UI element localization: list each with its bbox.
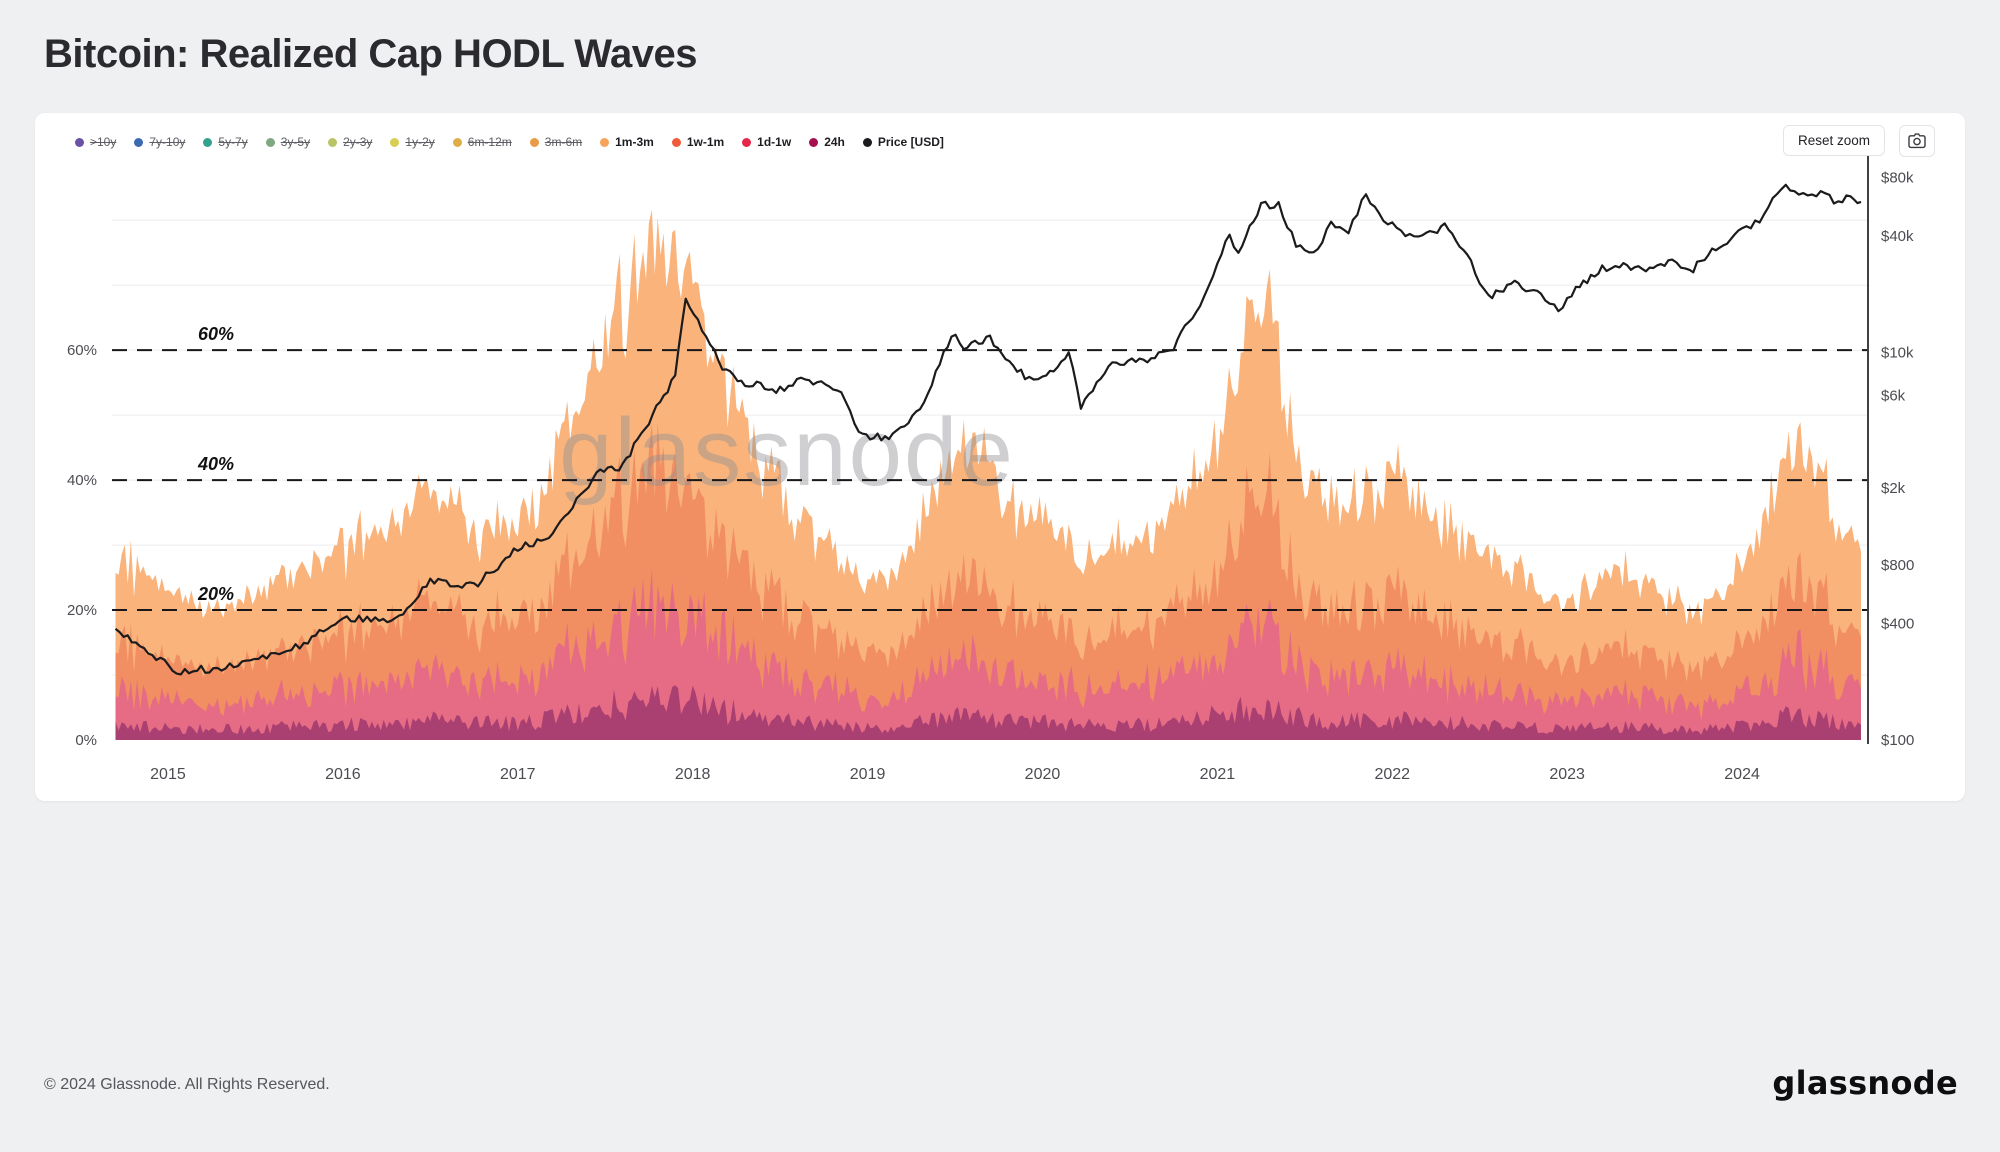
legend-dot-icon: [75, 137, 84, 147]
legend-item-24h[interactable]: 24h: [809, 135, 845, 149]
right-axis-tick: $6k: [1881, 388, 1906, 405]
legend-dot-icon: [203, 137, 213, 147]
legend-item-1m-3m[interactable]: 1m-3m: [600, 135, 654, 149]
legend-dot-icon: [134, 137, 144, 147]
legend-dot-icon: [742, 137, 752, 147]
legend-item-3y-5y[interactable]: 3y-5y: [265, 135, 311, 149]
threshold-lines: 20% 40% 60%: [112, 324, 1868, 612]
left-axis-tick: 20%: [67, 602, 97, 619]
right-axis-tick: $10k: [1881, 345, 1914, 362]
legend: >10y 7y-10y 5y-7y 3y-5y 2y-3y 1y-2y 6m-12m 3m-6…: [75, 129, 944, 155]
glassnode-watermark: glassnode: [559, 399, 1015, 506]
chart-canvas[interactable]: glassnode 20% 40% 60% 0% 20% 40% 60% $100 $400 $80…: [35, 113, 1965, 801]
right-axis-tick: $100: [1881, 732, 1914, 749]
chart-card: >10y 7y-10y 5y-7y 3y-5y 2y-3y 1y-2y 6m-12m 3m-6…: [35, 113, 1965, 801]
x-axis-tick: 2015: [150, 766, 186, 783]
area-24h: [115, 685, 1861, 740]
right-axis-tick: $800: [1881, 557, 1914, 574]
stacked-areas: [115, 209, 1861, 740]
x-axis-tick: 2021: [1200, 766, 1236, 783]
legend-label: 1d-1w: [757, 135, 792, 149]
x-axis-tick: 2018: [675, 766, 711, 783]
right-axis-tick: $2k: [1881, 480, 1906, 497]
legend-item-5y-7y[interactable]: 5y-7y: [203, 135, 248, 149]
footer-copyright: © 2024 Glassnode. All Rights Reserved.: [44, 1076, 330, 1093]
legend-item-1d-1w[interactable]: 1d-1w: [742, 135, 791, 149]
legend-dot-icon: [328, 137, 338, 147]
right-axis-tick: $400: [1881, 615, 1914, 632]
area-1d-1w: [115, 569, 1861, 740]
legend-item-6m-12m[interactable]: 6m-12m: [452, 135, 512, 149]
legend-label: 24h: [824, 135, 845, 149]
threshold-label: 20%: [197, 584, 234, 604]
reset-zoom-button[interactable]: Reset zoom: [1782, 125, 1885, 156]
legend-dot-icon: [600, 137, 610, 147]
legend-dot-icon: [452, 137, 462, 147]
legend-item-1y-2y[interactable]: 1y-2y: [390, 135, 435, 149]
legend-dot-icon: [809, 137, 819, 147]
camera-button[interactable]: [1899, 125, 1935, 157]
legend-dot-icon: [265, 137, 275, 147]
legend-label: 3m-6m: [544, 135, 583, 149]
legend-label: >10y: [90, 135, 117, 149]
price-line: [114, 183, 1862, 676]
threshold-label: 60%: [198, 324, 234, 344]
legend-dot-icon: [862, 137, 872, 147]
legend-label: 6m-12m: [467, 135, 512, 149]
axis-labels: 0% 20% 40% 60% $100 $400 $800 $2k $6k $10k $40k $80…: [67, 170, 1914, 783]
legend-label: Price [USD]: [877, 135, 944, 149]
legend-dot-icon: [390, 137, 400, 147]
legend-label: 1m-3m: [615, 135, 654, 149]
page-title: Bitcoin: Realized Cap HODL Waves: [44, 32, 698, 76]
x-axis-tick: 2017: [500, 766, 536, 783]
legend-label: 3y-5y: [280, 135, 311, 149]
legend-label: 5y-7y: [218, 135, 248, 149]
x-axis-tick: 2016: [325, 766, 361, 783]
right-axis-tick: $40k: [1881, 228, 1914, 245]
left-axis-tick: 60%: [67, 342, 97, 359]
right-axis-tick: $80k: [1881, 170, 1914, 187]
left-axis-tick: 0%: [75, 732, 97, 749]
glassnode-logo: glassnode: [1772, 1064, 1958, 1102]
legend-label: 1w-1m: [686, 135, 725, 149]
x-axis-tick: 2020: [1025, 766, 1061, 783]
x-axis-tick: 2024: [1724, 766, 1760, 783]
legend-item-1w-1m[interactable]: 1w-1m: [671, 135, 725, 149]
legend-item-price-usd[interactable]: Price [USD]: [862, 135, 944, 149]
threshold-label: 40%: [197, 454, 234, 474]
legend-label: 2y-3y: [343, 135, 373, 149]
x-axis-tick: 2023: [1549, 766, 1585, 783]
legend-item-3m-6m[interactable]: 3m-6m: [529, 135, 583, 149]
left-axis-tick: 40%: [67, 472, 97, 489]
legend-item-7y-10y[interactable]: 7y-10y: [134, 135, 185, 149]
legend-label: 7y-10y: [149, 135, 186, 149]
legend-item-2y-3y[interactable]: 2y-3y: [328, 135, 372, 149]
legend-label: 1y-2y: [405, 135, 435, 149]
legend-dot-icon: [529, 137, 539, 147]
legend-dot-icon: [671, 137, 681, 147]
x-axis-tick: 2019: [850, 766, 886, 783]
camera-icon: [1908, 133, 1926, 149]
legend-item-10y[interactable]: >10y: [75, 135, 116, 149]
x-axis-tick: 2022: [1374, 766, 1410, 783]
